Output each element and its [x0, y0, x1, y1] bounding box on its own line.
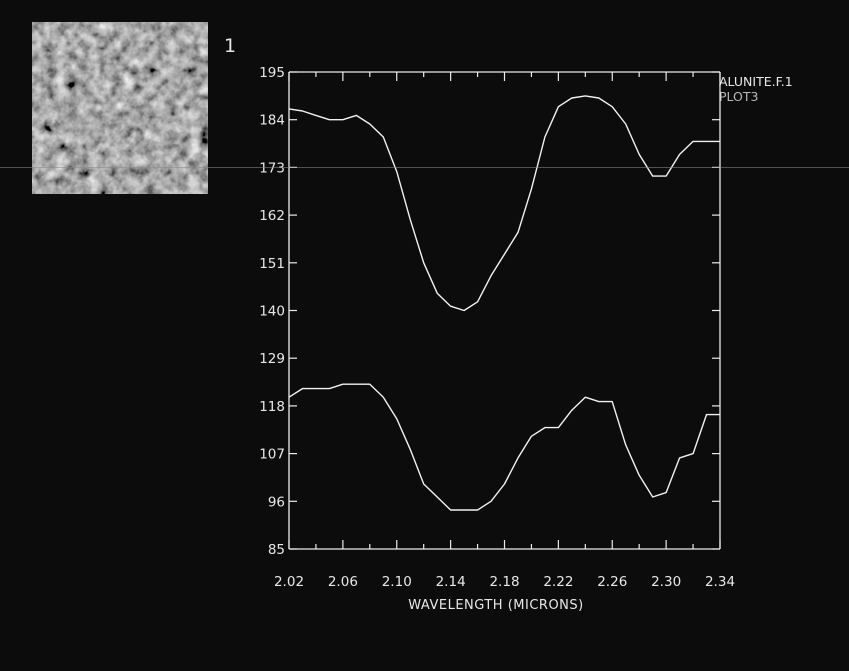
- y-tick-label: 118: [259, 399, 285, 415]
- y-tick-label: 162: [259, 208, 285, 224]
- y-tick-label: 151: [259, 256, 285, 272]
- legend-title: ALUNITE.F.1: [719, 74, 793, 89]
- axis-ticks: [288, 71, 721, 550]
- x-tick-label: 2.22: [543, 574, 573, 590]
- x-tick-label: 2.10: [382, 574, 412, 590]
- x-tick-label: 2.14: [436, 574, 466, 590]
- spectra: [288, 95, 720, 511]
- y-tick-label: 173: [259, 160, 285, 176]
- legend-subtitle: PLOT3: [719, 89, 758, 104]
- x-tick-label: 2.02: [274, 574, 304, 590]
- scene-thumbnail[interactable]: [32, 22, 208, 194]
- x-tick-label: 2.18: [489, 574, 519, 590]
- x-tick-label: 2.34: [705, 574, 735, 590]
- plot-area: 2.02 2.06 2.10 2.14 2.18 2.22 2.26 2.30 2.34 85 9…: [259, 65, 735, 590]
- x-tick-label: 2.06: [328, 574, 358, 590]
- y-tick-labels: 85 96 107 118 129 140 151 162 173 184 195: [259, 65, 285, 558]
- x-tick-label: 2.30: [651, 574, 681, 590]
- y-tick-label: 184: [259, 113, 285, 129]
- y-tick-label: 195: [259, 65, 285, 81]
- y-tick-label: 85: [268, 542, 285, 558]
- y-tick-label: 129: [259, 351, 285, 367]
- x-axis-label: WAVELENGTH (MICRONS): [408, 598, 583, 613]
- spectrum-line-1: [288, 95, 720, 312]
- y-tick-label: 140: [259, 304, 285, 320]
- window-number: 1: [224, 35, 236, 57]
- y-tick-label: 96: [268, 494, 285, 510]
- spectrum-line-2: [288, 383, 720, 511]
- y-tick-label: 107: [259, 447, 285, 463]
- x-tick-label: 2.26: [597, 574, 627, 590]
- x-tick-labels: 2.02 2.06 2.10 2.14 2.18 2.22 2.26 2.30 2.34: [274, 574, 735, 590]
